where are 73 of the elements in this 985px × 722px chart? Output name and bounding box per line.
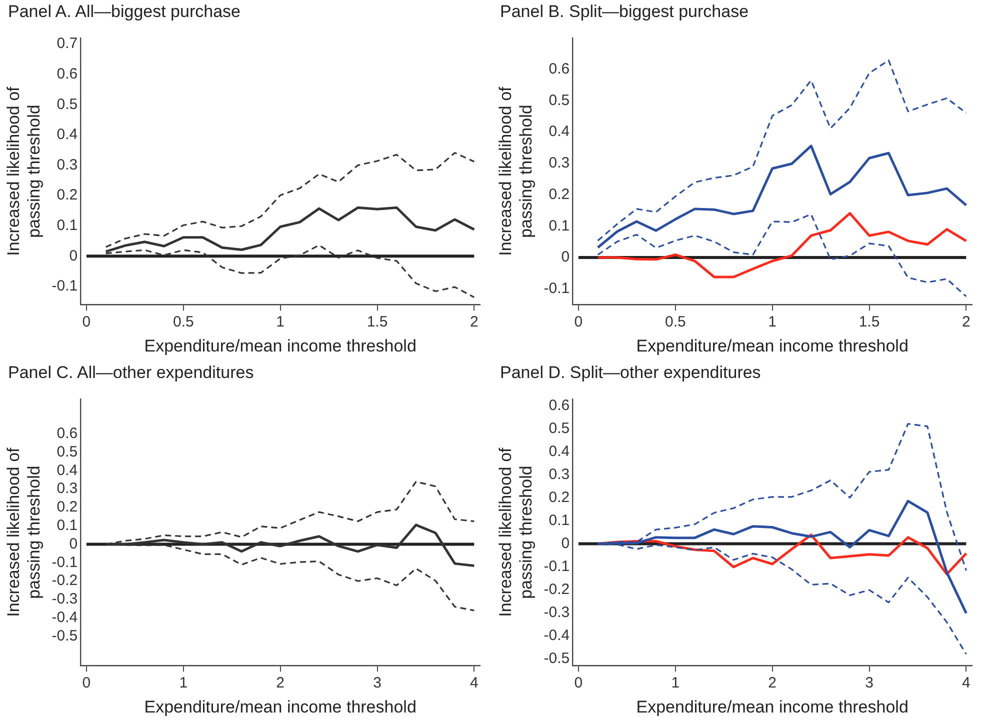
y-tick-label: 0.1	[548, 217, 570, 234]
y-tick-label: 0.4	[56, 126, 78, 144]
y-tick-label: 0.5	[56, 96, 78, 113]
y-tick-label: -0.5	[544, 650, 570, 667]
x-tick-label: 2	[768, 674, 776, 692]
chart-title: Panel C. All—other expenditures	[8, 363, 254, 383]
x-tick-label: 4	[962, 674, 970, 692]
x-tick-label: 0.5	[172, 314, 194, 331]
y-tick-label: 0.1	[548, 512, 570, 529]
x-tick-label: 0	[82, 314, 91, 331]
x-tick-label: 2	[276, 674, 284, 692]
y-tick-label: 0.1	[56, 517, 78, 534]
x-axis-title: Expenditure/mean income threshold	[144, 336, 416, 356]
y-tick-label: 0.4	[56, 462, 78, 479]
y-tick-label: 0.7	[56, 35, 78, 52]
y-tick-label: 0.3	[56, 156, 78, 174]
x-tick-label: 1	[276, 314, 284, 331]
y-tick-label: 0.3	[56, 480, 78, 498]
y-tick-label: 0	[561, 248, 570, 266]
y-tick-label: 0.4	[548, 123, 570, 140]
x-tick-label: 0.5	[664, 314, 686, 331]
y-tick-label: -0.1	[52, 278, 78, 295]
x-tick-label: 2	[962, 314, 970, 331]
y-tick-label: 0.2	[548, 186, 570, 203]
y-tick-label: -0.2	[52, 572, 78, 590]
x-tick-label: 4	[470, 674, 478, 692]
y-tick-label: 0.2	[56, 186, 78, 204]
x-tick-label: 1	[179, 674, 188, 692]
y-tick-label: -0.1	[544, 280, 570, 298]
chart-title: Panel A. All—biggest purchase	[8, 2, 240, 22]
x-axis-title: Expenditure/mean income threshold	[636, 336, 908, 356]
x-axis-title: Expenditure/mean income threshold	[636, 697, 908, 716]
y-tick-label: -0.1	[544, 558, 570, 575]
y-tick-label: -0.4	[52, 608, 78, 626]
x-tick-label: 3	[865, 674, 874, 692]
x-tick-label: 0	[82, 674, 91, 692]
y-tick-label: 0	[69, 535, 78, 552]
y-tick-label: 0	[561, 534, 570, 552]
y-tick-label: 0.6	[56, 425, 78, 442]
y-tick-label: 0.6	[548, 60, 570, 78]
y-tick-label: -0.1	[52, 554, 78, 571]
y-tick-label: 0.2	[56, 498, 78, 516]
chart-title: Panel B. Split—biggest purchase	[500, 2, 749, 22]
y-axis-title: Increased likelihood of passing threshold	[4, 447, 44, 617]
y-tick-label: -0.4	[544, 626, 570, 644]
x-tick-label: 0	[574, 314, 583, 331]
x-tick-label: 3	[373, 674, 382, 692]
y-tick-label: -0.3	[544, 604, 570, 621]
y-axis-title: Increased likelihood of passing threshold	[496, 86, 536, 256]
y-tick-label: 0.3	[548, 466, 570, 483]
y-tick-label: -0.3	[52, 590, 78, 608]
y-tick-label: -0.2	[544, 580, 570, 598]
y-tick-label: 0.5	[56, 443, 78, 460]
x-tick-label: 1.5	[366, 314, 388, 331]
y-tick-label: 0.1	[56, 216, 78, 234]
x-tick-label: 1	[768, 314, 776, 331]
y-tick-label: -0.5	[52, 627, 78, 644]
y-tick-label: 0	[69, 247, 78, 264]
x-tick-label: 1.5	[858, 314, 880, 331]
x-tick-label: 1	[671, 674, 680, 692]
y-tick-label: 0.4	[548, 443, 570, 460]
y-tick-label: 0.5	[548, 420, 570, 438]
y-tick-label: 0.5	[548, 92, 570, 109]
x-axis-title: Expenditure/mean income threshold	[144, 697, 416, 716]
x-tick-label: 2	[470, 314, 478, 331]
chart-title: Panel D. Split—other expenditures	[500, 363, 761, 383]
y-axis-title: Increased likelihood of passing threshold	[4, 86, 44, 256]
x-tick-label: 0	[574, 674, 583, 692]
y-tick-label: 0.2	[548, 488, 570, 506]
y-axis-title: Increased likelihood of passing threshold	[496, 447, 536, 617]
y-tick-label: 0.3	[548, 154, 570, 172]
y-tick-label: 0.6	[548, 397, 570, 414]
y-tick-label: 0.6	[56, 65, 78, 82]
